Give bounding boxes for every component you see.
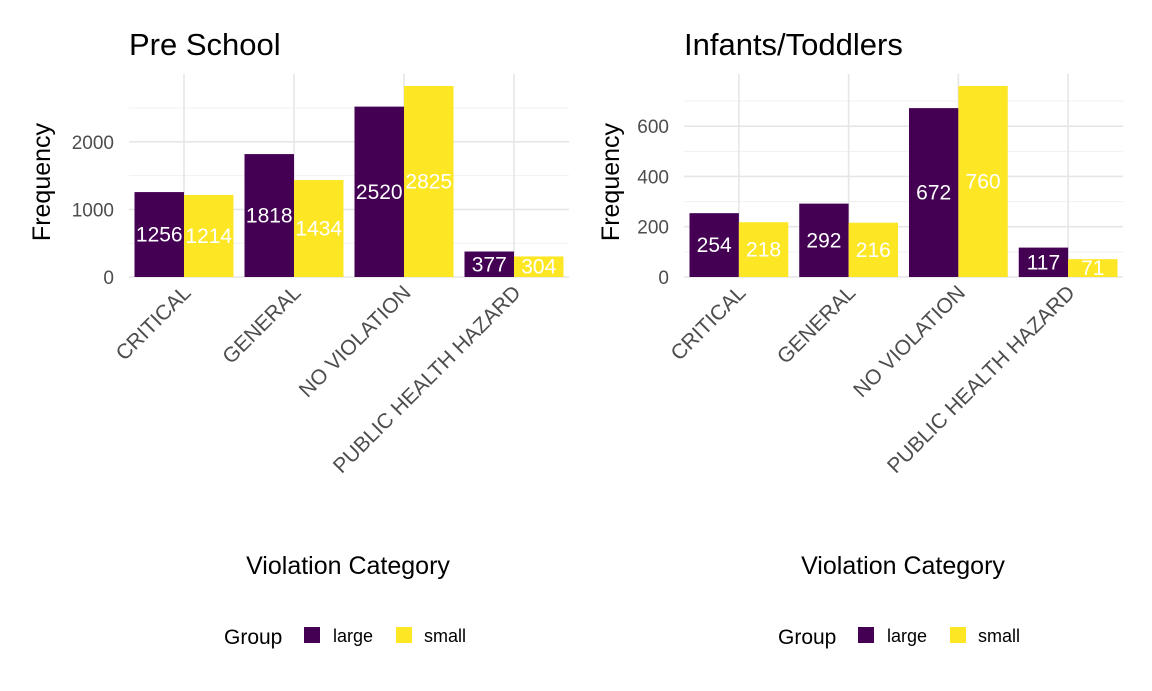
y-tick-label: 600	[637, 117, 669, 138]
value-label-large: 2520	[356, 181, 403, 204]
chart-title: Pre School	[129, 27, 281, 62]
bar-large	[908, 108, 959, 278]
y-axis-title: Frequency	[597, 122, 625, 241]
value-label-large: 377	[472, 253, 507, 276]
bar-large	[1018, 247, 1069, 277]
legend-label-small: small	[424, 626, 466, 646]
value-label-small: 218	[746, 239, 781, 262]
bar-large	[134, 192, 184, 277]
x-tick-label: PUBLIC HEALTH HAZARD	[329, 281, 526, 478]
y-tick-label: 0	[658, 268, 669, 289]
value-label-large: 254	[697, 234, 732, 257]
y-tick-label: 1000	[72, 200, 114, 221]
legend-label-large: large	[333, 626, 373, 646]
value-label-large: 672	[916, 182, 951, 205]
value-label-large: 1256	[136, 224, 183, 247]
x-tick-label: GENERAL	[773, 281, 860, 368]
bar-small	[1068, 259, 1118, 277]
bar-large	[799, 203, 849, 277]
legend-label-large: large	[887, 626, 927, 646]
x-tick-label: GENERAL	[218, 281, 305, 368]
y-tick-label: 400	[637, 167, 669, 188]
legend-swatch-large	[858, 627, 874, 643]
value-label-large: 1818	[246, 205, 293, 228]
legend-label-small: small	[978, 626, 1020, 646]
value-label-small: 760	[966, 171, 1001, 194]
bar-small	[848, 222, 899, 277]
bar-small	[514, 256, 564, 277]
bar-layer: 254 218 292 216 672 760 117 71	[689, 86, 1118, 280]
bar-large	[689, 213, 739, 277]
bar-small	[294, 180, 344, 277]
y-tick-label: 0	[103, 268, 114, 289]
bar-large	[354, 106, 404, 277]
value-label-small: 2825	[405, 171, 452, 194]
x-tick-label: CRITICAL	[666, 281, 750, 365]
bar-small	[404, 86, 454, 277]
legend-title: Group	[778, 626, 836, 649]
y-tick-label: 200	[637, 218, 669, 239]
x-tick-label: NO VIOLATION	[849, 281, 970, 402]
y-tick-label: 2000	[72, 133, 114, 154]
bar-small	[184, 194, 234, 277]
bar-large	[464, 251, 514, 277]
y-axis-title: Frequency	[28, 122, 56, 241]
value-label-small: 1434	[295, 218, 342, 241]
value-label-large: 292	[806, 229, 841, 252]
bar-large	[244, 154, 294, 277]
x-tick-label: NO VIOLATION	[295, 281, 416, 402]
legend-title: Group	[224, 626, 282, 649]
x-tick-label: PUBLIC HEALTH HAZARD	[883, 281, 1080, 478]
legend-swatch-small	[396, 627, 412, 643]
value-label-large: 117	[1027, 251, 1060, 274]
legend: Group large small	[778, 626, 1020, 649]
value-label-small: 216	[856, 239, 891, 262]
x-tick-label: CRITICAL	[112, 281, 196, 365]
bar-small	[738, 222, 789, 277]
legend: Group large small	[224, 626, 466, 649]
legend-swatch-small	[950, 627, 966, 643]
x-axis-title: Violation Category	[246, 552, 450, 580]
chart-infants-toddlers: 0 200 400 600 254 218 292 216 672 760 117 71 Infan…	[597, 27, 1123, 649]
value-label-small: 71	[1081, 257, 1104, 280]
value-label-small: 1214	[185, 225, 232, 248]
x-axis-title: Violation Category	[801, 552, 1005, 580]
legend-swatch-large	[304, 627, 320, 643]
chart-title: Infants/Toddlers	[684, 27, 903, 62]
value-label-small: 304	[521, 256, 556, 279]
bar-small	[958, 86, 1008, 277]
